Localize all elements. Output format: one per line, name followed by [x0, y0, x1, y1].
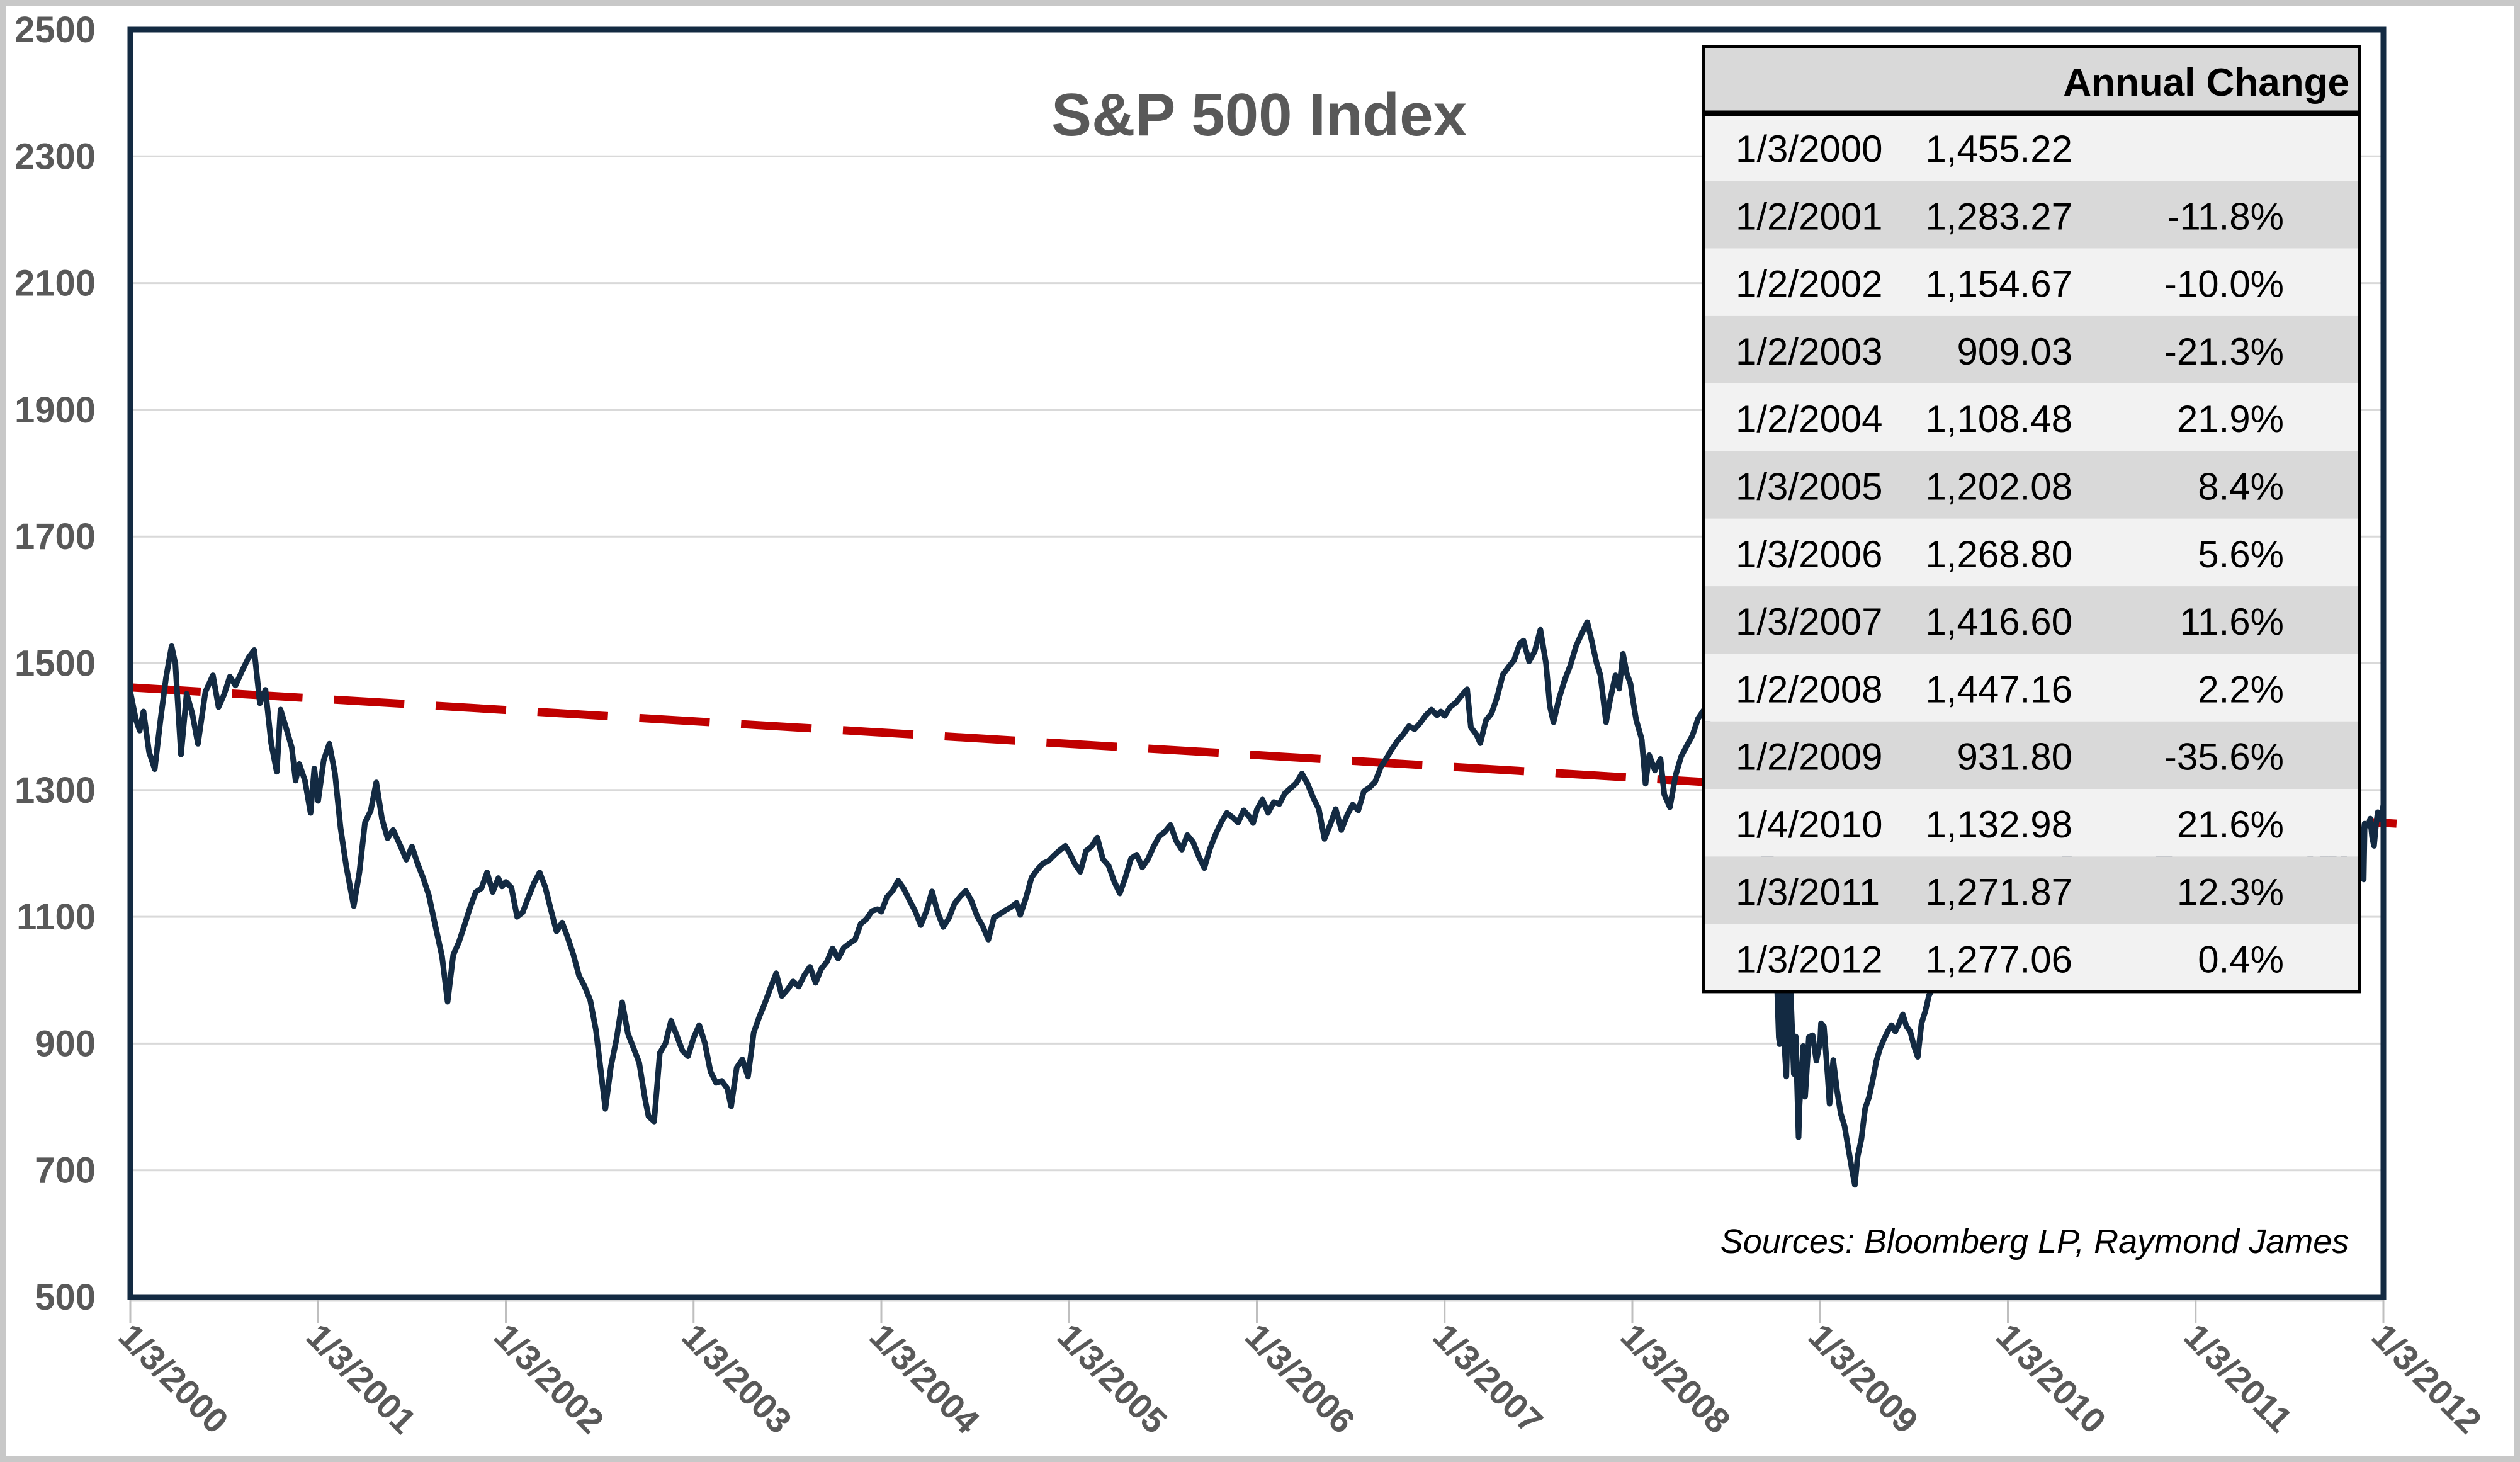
- y-axis-label: 700: [35, 1150, 96, 1191]
- table-cell-date: 1/3/2006: [1736, 533, 1883, 575]
- table-cell-change: -35.6%: [2164, 736, 2284, 778]
- table-cell-change: 8.4%: [2198, 466, 2284, 508]
- table-cell-date: 1/2/2004: [1736, 398, 1883, 440]
- table-cell-change: 21.9%: [2177, 398, 2284, 440]
- table-cell-value: 1,154.67: [1925, 263, 2072, 305]
- table-cell-date: 1/3/2012: [1736, 939, 1883, 981]
- table-cell-change: 11.6%: [2179, 601, 2284, 643]
- table-row-bg: [1704, 181, 2359, 249]
- table-cell-change: -11.8%: [2167, 195, 2284, 237]
- table-cell-value: 1,108.48: [1925, 398, 2072, 440]
- table-row-bg: [1704, 789, 2359, 857]
- table-header-bg: [1704, 47, 2359, 113]
- annual-change-table: Annual Change 1/3/2000 1,455.22 1/2/2001 1,2…: [1702, 45, 2361, 994]
- table-row-bg: [1704, 451, 2359, 519]
- y-axis-label: 2100: [14, 263, 96, 304]
- table-row-bg: [1704, 383, 2359, 451]
- table-header-label: Annual Change: [2063, 61, 2349, 105]
- plot-border: [127, 26, 2387, 1300]
- table-cell-value: 931.80: [1957, 736, 2072, 778]
- table-cell-value: 1,277.06: [1925, 939, 2072, 981]
- table-cell-value: 1,132.98: [1925, 803, 2072, 846]
- table-row-bg: [1704, 654, 2359, 722]
- table-row-bg: [1704, 856, 2359, 924]
- y-axis-label: 1300: [14, 770, 96, 811]
- table-cell-change: -21.3%: [2164, 331, 2284, 373]
- table-row-bg: [1704, 248, 2359, 316]
- table-cell-change: 12.3%: [2177, 871, 2284, 913]
- table-row-bg: [1704, 924, 2359, 992]
- y-axis-label: 1100: [16, 897, 96, 938]
- table-cell-date: 1/4/2010: [1736, 803, 1883, 846]
- table-cell-value: 1,202.08: [1925, 466, 2072, 508]
- table-cell-date: 1/2/2008: [1736, 668, 1883, 710]
- y-axis-label: 2500: [14, 9, 96, 50]
- table-cell-change: 21.6%: [2177, 803, 2284, 846]
- table-row-bg: [1704, 721, 2359, 789]
- table-cell-date: 1/2/2001: [1736, 195, 1883, 237]
- sources-note: Sources: Bloomberg LP, Raymond James: [1720, 1223, 2349, 1261]
- chart-title: S&P 500 Index: [1051, 81, 1467, 149]
- table-cell-date: 1/3/2000: [1736, 128, 1883, 170]
- y-axis-label: 1700: [14, 516, 96, 557]
- table-cell-value: 1,283.27: [1925, 195, 2072, 237]
- table-border: [1702, 45, 2361, 994]
- table-cell-date: 1/3/2007: [1736, 601, 1883, 643]
- table-row-bg: [1704, 113, 2359, 181]
- table-row-bg: [1704, 315, 2359, 384]
- table-cell-date: 1/3/2005: [1736, 466, 1883, 508]
- table-cell-date: 1/2/2002: [1736, 263, 1883, 305]
- table-cell-value: 1,416.60: [1925, 601, 2072, 643]
- table-cell-date: 1/2/2009: [1736, 736, 1883, 778]
- y-axis-label: 2300: [14, 136, 96, 177]
- table-cell-date: 1/2/2003: [1736, 331, 1883, 373]
- y-axis: 2500 2300 2100 1900 1700 1500 1300 1100 900 700 50…: [14, 9, 96, 1318]
- table-cell-value: 909.03: [1957, 331, 2072, 373]
- table-row-bg: [1704, 518, 2359, 587]
- table-cell-change: 5.6%: [2198, 533, 2284, 575]
- table-cell-change: 2.2%: [2198, 668, 2284, 710]
- y-axis-label: 900: [35, 1023, 96, 1064]
- table-cell-value: 1,455.22: [1925, 128, 2072, 170]
- y-axis-label: 1500: [14, 643, 96, 684]
- table-cell-value: 1,268.80: [1925, 533, 2072, 575]
- y-axis-label: 500: [35, 1277, 96, 1318]
- table-cell-change: -10.0%: [2164, 263, 2284, 305]
- table-row-bg: [1704, 586, 2359, 654]
- table-cell-value: 1,447.16: [1925, 668, 2072, 710]
- y-axis-label: 1900: [14, 390, 96, 431]
- table-cell-value: 1,271.87: [1925, 871, 2072, 913]
- table-cell-change: 0.4%: [2198, 939, 2284, 981]
- table-cell-date: 1/3/2011: [1736, 871, 1880, 913]
